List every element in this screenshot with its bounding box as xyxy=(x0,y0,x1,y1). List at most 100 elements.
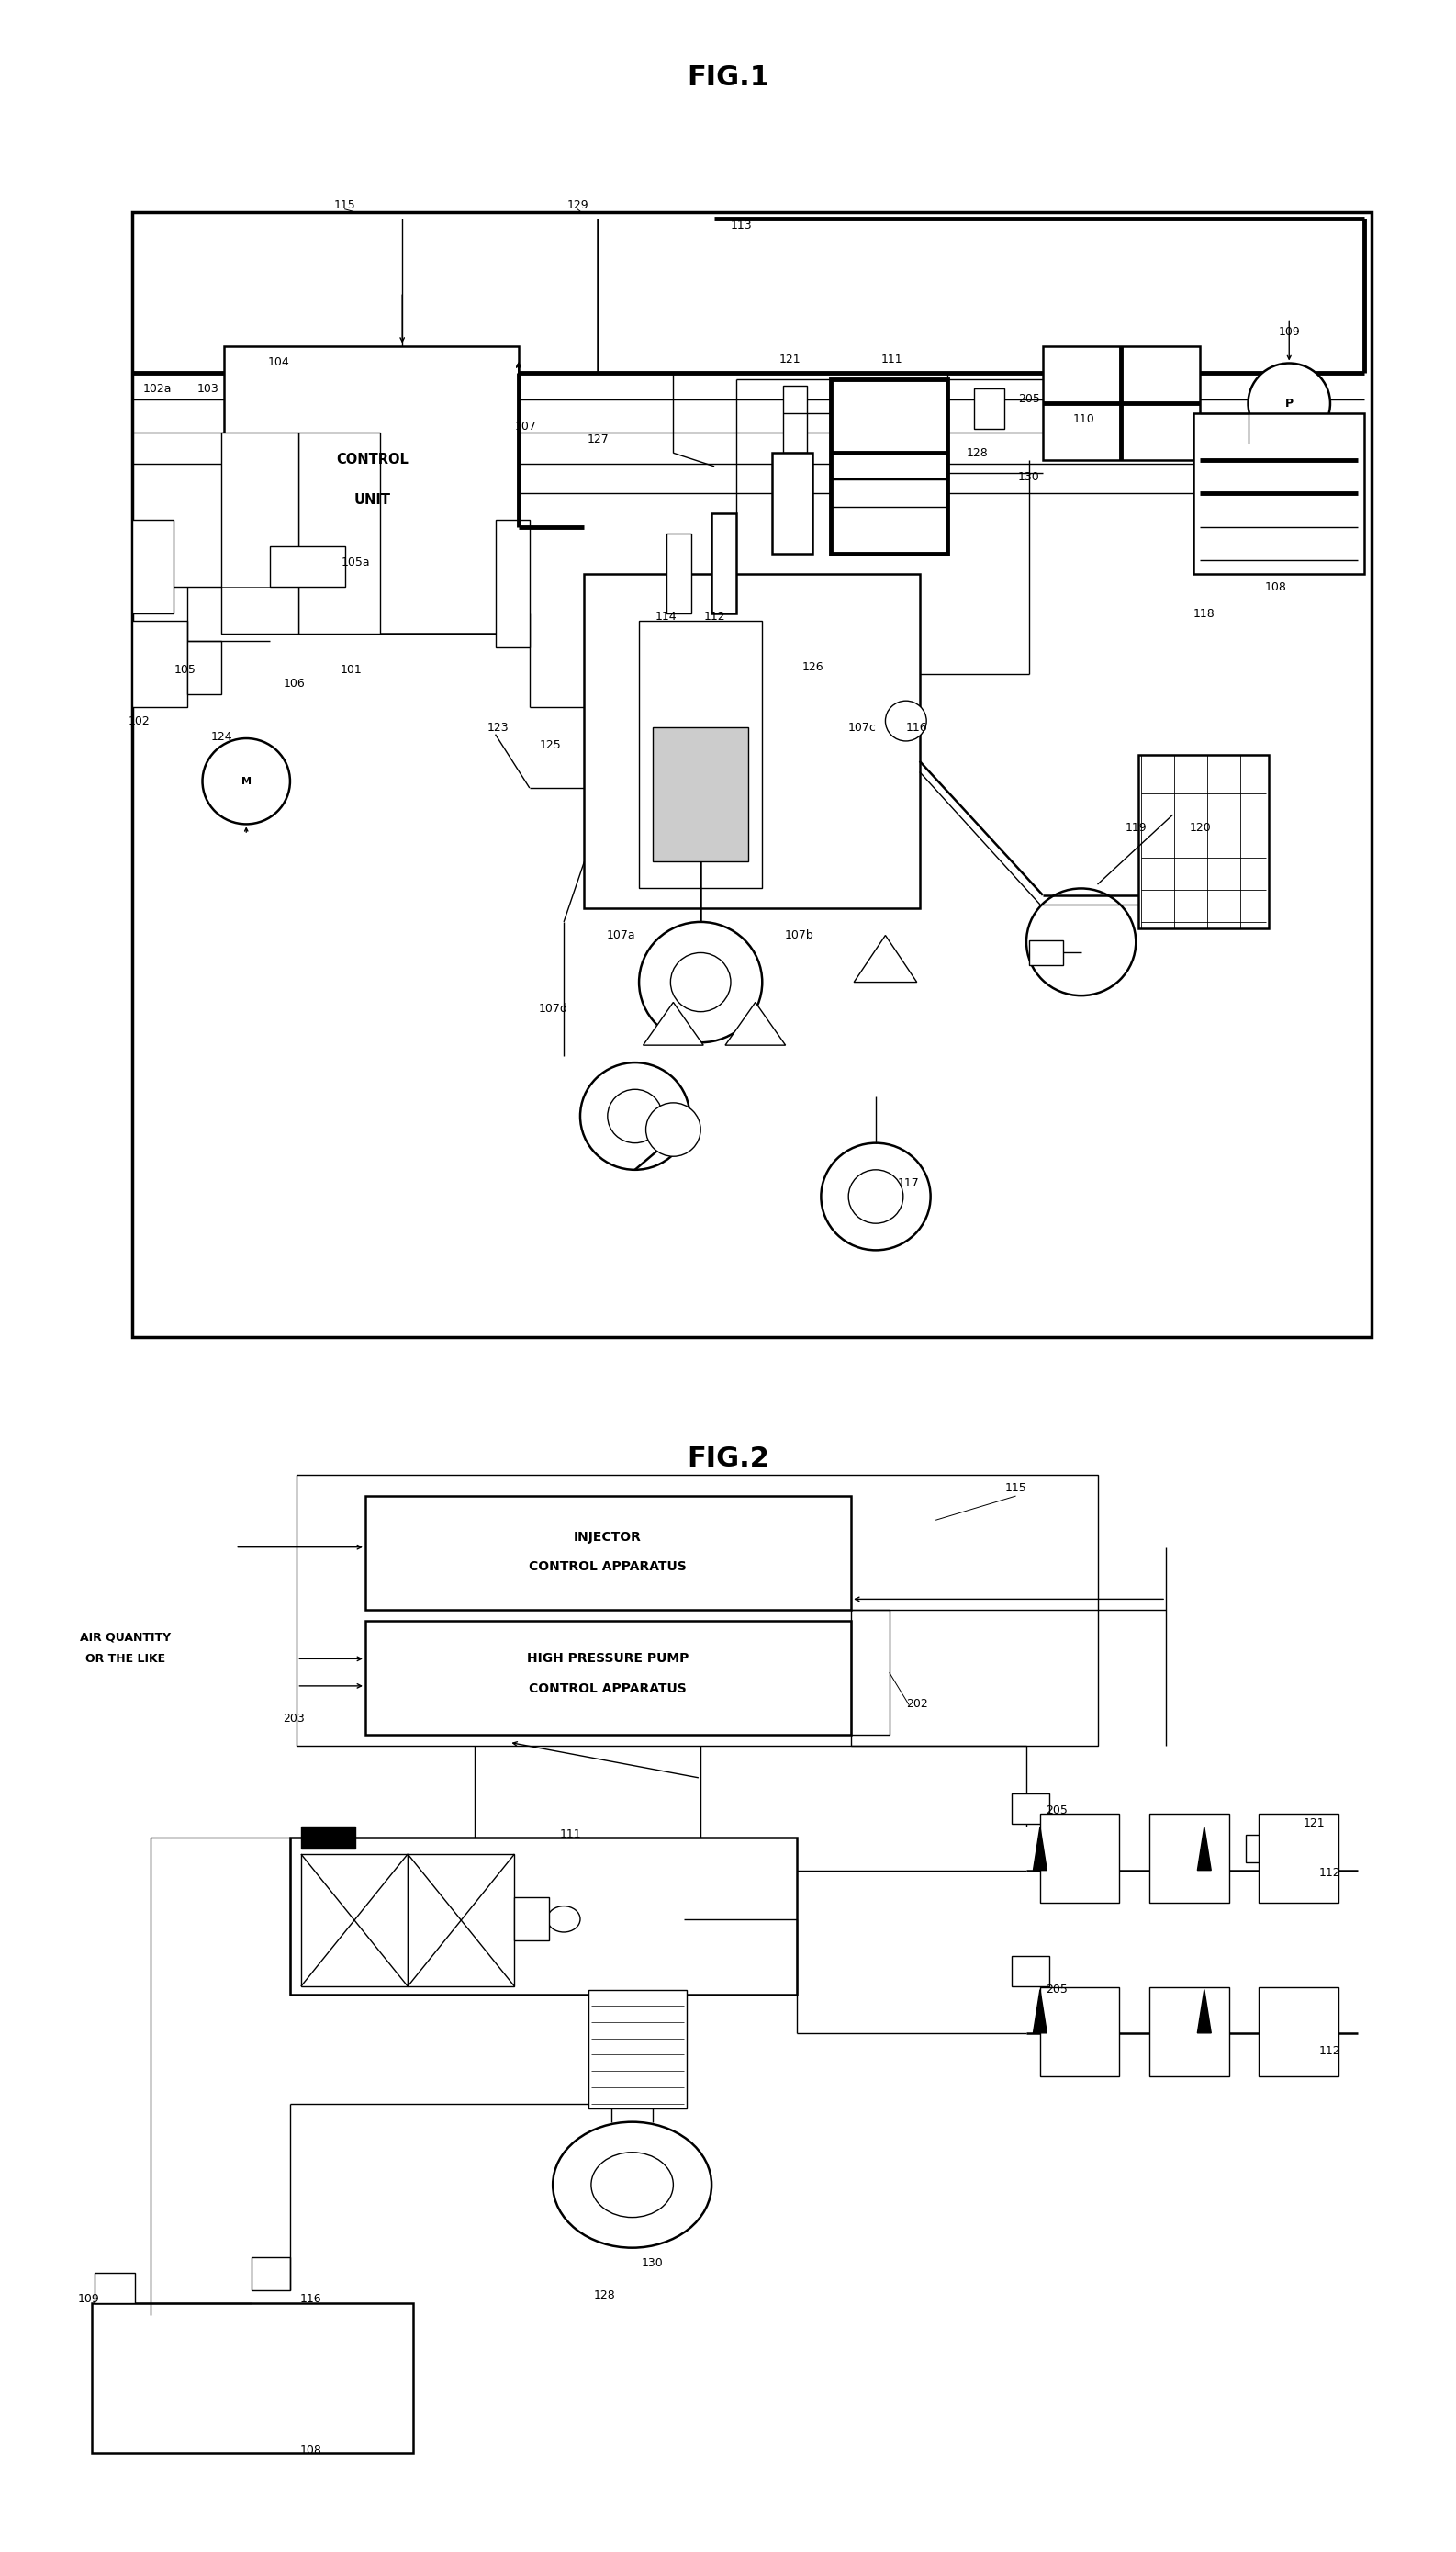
Bar xyxy=(298,434,380,633)
Text: 130: 130 xyxy=(1018,472,1040,482)
Bar xyxy=(224,347,518,633)
Circle shape xyxy=(639,921,763,1044)
Circle shape xyxy=(591,2151,673,2218)
Text: FIG.2: FIG.2 xyxy=(687,1444,769,1473)
Text: INJECTOR: INJECTOR xyxy=(574,1531,642,1544)
Text: 121: 121 xyxy=(779,352,801,365)
Text: 115: 115 xyxy=(333,199,355,212)
Bar xyxy=(1040,1988,1120,2077)
Bar xyxy=(188,641,221,694)
Bar xyxy=(1139,755,1268,929)
Circle shape xyxy=(553,2121,712,2248)
Text: 102: 102 xyxy=(128,715,150,727)
Text: 108: 108 xyxy=(1264,582,1287,592)
Circle shape xyxy=(607,1090,662,1143)
Text: 107a: 107a xyxy=(607,929,636,942)
Circle shape xyxy=(690,817,712,840)
Bar xyxy=(1194,413,1364,574)
Bar xyxy=(1259,1814,1338,1904)
Text: 126: 126 xyxy=(802,661,824,674)
Bar xyxy=(588,1991,687,2108)
Circle shape xyxy=(579,1062,690,1169)
Text: 111: 111 xyxy=(559,1830,581,1840)
Bar xyxy=(667,533,692,615)
Bar xyxy=(221,434,298,633)
Circle shape xyxy=(202,738,290,824)
Text: 115: 115 xyxy=(1005,1483,1026,1495)
Polygon shape xyxy=(644,1003,703,1046)
Text: 127: 127 xyxy=(587,434,609,447)
Bar xyxy=(132,521,173,615)
Text: 107: 107 xyxy=(514,421,536,431)
Bar xyxy=(297,1475,1098,1746)
Polygon shape xyxy=(725,1003,785,1046)
Text: 202: 202 xyxy=(906,1700,927,1710)
Text: 107c: 107c xyxy=(847,722,877,732)
Bar xyxy=(1150,1988,1229,2077)
Bar xyxy=(252,2259,290,2289)
Text: 105a: 105a xyxy=(341,556,370,569)
Text: 123: 123 xyxy=(488,722,510,732)
Bar xyxy=(1150,1814,1229,1904)
Polygon shape xyxy=(1197,1827,1211,1871)
Text: 205: 205 xyxy=(1045,1804,1067,1817)
Circle shape xyxy=(821,1143,930,1250)
Text: 107d: 107d xyxy=(539,1003,568,1016)
Text: P: P xyxy=(1286,398,1293,408)
Bar xyxy=(1040,1814,1120,1904)
Bar xyxy=(639,620,763,888)
Text: 103: 103 xyxy=(197,383,218,396)
Text: 114: 114 xyxy=(655,610,677,623)
Bar xyxy=(365,1621,852,1735)
Text: 128: 128 xyxy=(594,2289,616,2302)
Polygon shape xyxy=(1034,1827,1047,1871)
Polygon shape xyxy=(853,937,917,983)
Text: 116: 116 xyxy=(300,2292,322,2304)
Text: 117: 117 xyxy=(898,1176,920,1189)
Bar xyxy=(584,574,920,909)
Text: OR THE LIKE: OR THE LIKE xyxy=(86,1654,166,1664)
Text: CONTROL: CONTROL xyxy=(336,452,408,467)
Polygon shape xyxy=(1197,1991,1211,2034)
Circle shape xyxy=(646,1102,700,1156)
Bar xyxy=(712,513,737,615)
Bar xyxy=(301,1853,408,1985)
Text: 116: 116 xyxy=(906,722,927,732)
Text: 205: 205 xyxy=(1045,1983,1067,1996)
Text: 111: 111 xyxy=(881,352,903,365)
Text: 101: 101 xyxy=(341,664,363,676)
Bar xyxy=(1042,347,1200,459)
Text: 113: 113 xyxy=(731,219,753,232)
Circle shape xyxy=(1026,888,1136,995)
Bar xyxy=(290,1837,796,1996)
Bar xyxy=(365,1495,852,1610)
Text: AIR QUANTITY: AIR QUANTITY xyxy=(80,1631,172,1643)
Text: 203: 203 xyxy=(284,1712,306,1725)
Bar xyxy=(95,2274,135,2302)
Text: 129: 129 xyxy=(566,199,588,212)
Text: CONTROL APPARATUS: CONTROL APPARATUS xyxy=(529,1682,686,1695)
Bar xyxy=(132,212,1372,1337)
Polygon shape xyxy=(1034,1991,1047,2034)
Bar xyxy=(132,620,188,707)
Bar xyxy=(92,2302,414,2452)
Circle shape xyxy=(885,702,926,740)
Text: 109: 109 xyxy=(1278,327,1300,339)
Bar xyxy=(269,546,345,587)
Text: 110: 110 xyxy=(1073,413,1095,426)
Text: 109: 109 xyxy=(79,2292,100,2304)
Bar xyxy=(772,454,812,554)
Bar xyxy=(974,388,1005,429)
Text: 128: 128 xyxy=(967,447,989,459)
Bar xyxy=(652,727,748,863)
Circle shape xyxy=(1248,362,1331,444)
Bar xyxy=(1012,1955,1050,1985)
Text: 130: 130 xyxy=(642,2256,664,2269)
Text: CONTROL APPARATUS: CONTROL APPARATUS xyxy=(529,1559,686,1572)
Circle shape xyxy=(547,1906,579,1932)
Text: 205: 205 xyxy=(1018,393,1040,406)
Circle shape xyxy=(849,1169,903,1222)
Bar xyxy=(830,380,946,554)
Text: 112: 112 xyxy=(703,610,725,623)
Bar xyxy=(495,521,530,648)
